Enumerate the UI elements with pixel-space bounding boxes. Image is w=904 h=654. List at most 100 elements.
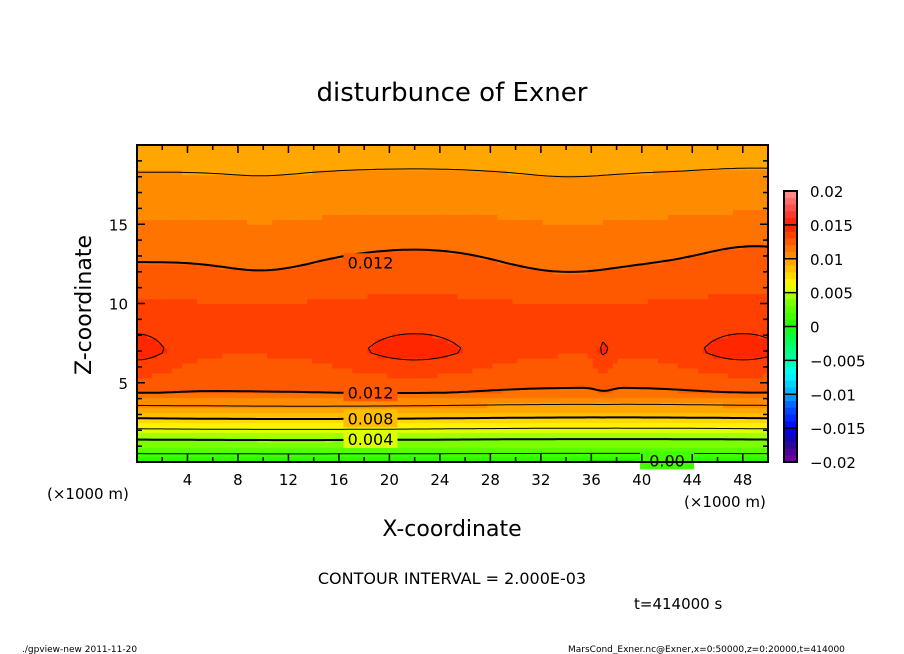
contour-cell [427,377,434,384]
contour-cell [162,427,168,433]
contour-cell [537,283,544,290]
contour-cell [577,353,584,359]
contour-cell [237,422,243,428]
contour-cell [387,348,394,354]
contour-cell [147,362,153,369]
contour-cell [597,442,604,448]
contour-cell [367,353,373,359]
contour-cell [427,323,434,329]
contour-cell [282,392,288,399]
contour-cell [322,387,328,394]
contour-cell [212,278,218,285]
contour-cell [137,442,143,448]
contour-cell [327,303,333,310]
contour-cell [737,333,744,339]
contour-cell [722,362,729,369]
contour-cell [567,343,574,349]
contour-cell [592,318,599,324]
contour-cell [677,293,684,300]
contour-cell [487,397,494,404]
contour-cell [327,427,333,433]
contour-cell [527,427,534,433]
contour-cell [737,283,744,290]
contour-cell [722,372,729,379]
contour-cell [692,318,699,324]
contour-cell [617,407,624,414]
contour-cell [682,392,689,399]
contour-cell [627,313,634,319]
contour-cell [152,357,158,364]
contour-cell [147,357,153,364]
contour-cell [532,432,539,438]
contour-cell [597,273,604,280]
contour-cell [717,338,724,344]
contour-cell [717,328,724,334]
contour-cell [602,362,609,369]
contour-cell [587,293,594,300]
contour-cell [207,357,213,364]
contour-cell [152,263,158,270]
contour-cell [747,273,754,280]
contour-cell [657,298,664,305]
contour-cell [577,372,584,379]
contour-cell [597,293,604,300]
contour-cell [237,362,243,369]
contour-cell [687,348,694,354]
contour-cell [137,313,143,319]
contour-cell [497,362,504,369]
contour-cell [482,412,489,419]
contour-cell [197,318,203,324]
contour-cell [172,427,178,433]
contour-cell [327,397,333,404]
contour-cell [212,328,218,334]
contour-cell [672,278,679,285]
contour-cell [217,447,223,453]
contour-cell [352,323,358,329]
contour-cell [457,377,464,384]
contour-cell [137,273,143,280]
contour-cell [477,382,484,389]
contour-cell [532,348,539,354]
contour-cell [532,273,539,280]
contour-cell [497,288,504,295]
contour-cell [622,362,629,369]
contour-cell [742,308,749,314]
contour-cell [257,397,263,404]
contour-cell [212,318,218,324]
contour-cell [287,367,293,374]
contour-cell [662,432,669,438]
contour-cell [432,362,439,369]
contour-cell [517,407,524,414]
contour-cell [692,377,699,384]
contour-cell [167,328,173,334]
contour-cell [312,407,318,414]
contour-cell [667,278,674,285]
contour-cell [562,372,569,379]
contour-cell [567,357,574,364]
contour-cell [507,357,514,364]
contour-cell [512,402,519,409]
contour-cell [367,308,373,314]
contour-cell [382,348,388,354]
contour-cell [582,348,589,354]
contour-cell [182,288,188,295]
contour-cell [322,268,328,275]
contour-cell [312,298,318,305]
contour-cell [507,348,514,354]
contour-cell [357,372,363,379]
contour-cell [542,328,549,334]
contour-cell [172,422,178,428]
contour-cell [137,422,143,428]
contour-cell [757,268,764,275]
contour-cell [752,293,759,300]
contour-cell [457,323,464,329]
contour-cell [192,422,198,428]
contour-cell [512,293,519,300]
contour-cell [667,427,674,433]
contour-cell [312,328,318,334]
contour-cell [532,457,539,463]
contour-cell [342,283,348,290]
contour-cell [342,447,348,453]
contour-cell [232,328,238,334]
contour-cell [637,293,644,300]
